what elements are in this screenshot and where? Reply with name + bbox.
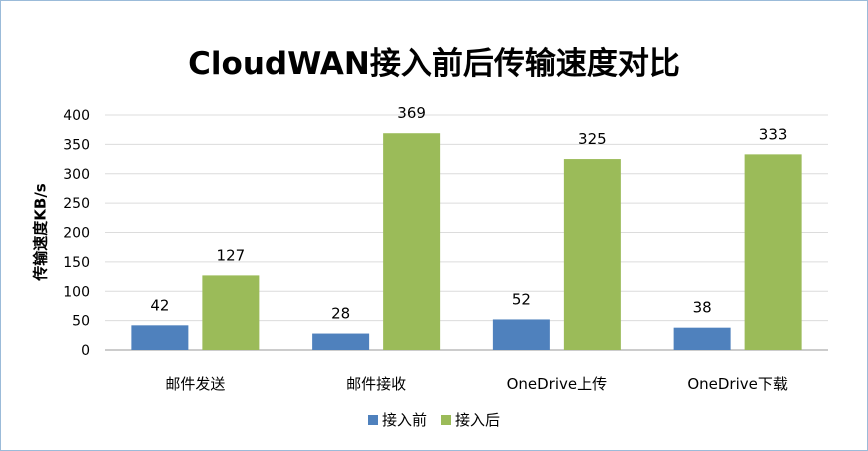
y-tick-label: 100	[63, 284, 90, 300]
y-tick-label: 200	[63, 226, 90, 242]
y-axis-ticks: 0 50 100 150 200 250 300 350 400	[63, 108, 90, 359]
legend-item-after: 接入后	[441, 409, 500, 430]
legend-label-after: 接入后	[455, 411, 501, 429]
bar-before	[492, 319, 550, 350]
data-labels: 42 127 28 369 52 325 38 333	[150, 104, 787, 322]
data-label: 127	[217, 246, 246, 264]
data-label: 38	[693, 299, 712, 317]
y-tick-label: 300	[63, 167, 90, 183]
bar-after	[383, 133, 441, 350]
y-tick-label: 50	[72, 314, 90, 330]
legend-label-before: 接入前	[381, 411, 427, 429]
x-tick-label: 邮件发送	[165, 375, 225, 393]
bar-after	[202, 275, 260, 350]
data-label: 369	[397, 104, 426, 122]
data-label: 325	[578, 130, 607, 148]
legend-swatch-before	[367, 414, 378, 425]
y-tick-label: 250	[63, 196, 90, 212]
bar-before	[673, 327, 731, 350]
x-tick-label: OneDrive下载	[687, 375, 788, 393]
legend-item-before: 接入前	[367, 409, 427, 430]
data-label: 333	[759, 125, 788, 143]
data-label: 42	[150, 296, 169, 314]
y-tick-label: 150	[63, 255, 90, 271]
x-axis-ticks: 邮件发送 邮件接收 OneDrive上传 OneDrive下载	[165, 375, 788, 393]
x-tick-label: OneDrive上传	[507, 375, 608, 393]
data-label: 28	[331, 305, 350, 323]
y-tick-label: 400	[63, 108, 90, 124]
bar-after	[563, 159, 621, 350]
data-label: 52	[512, 290, 531, 308]
bars	[131, 133, 802, 350]
chart-title: CloudWAN接入前后传输速度对比	[188, 46, 680, 82]
x-tick-label: 邮件接收	[346, 375, 406, 393]
legend: 接入前 接入后	[0, 409, 868, 430]
y-tick-label: 350	[63, 137, 90, 153]
bar-before	[312, 333, 370, 350]
bar-before	[131, 325, 189, 350]
bar-after	[744, 154, 802, 350]
legend-swatch-after	[441, 414, 451, 425]
y-tick-label: 0	[81, 343, 90, 359]
